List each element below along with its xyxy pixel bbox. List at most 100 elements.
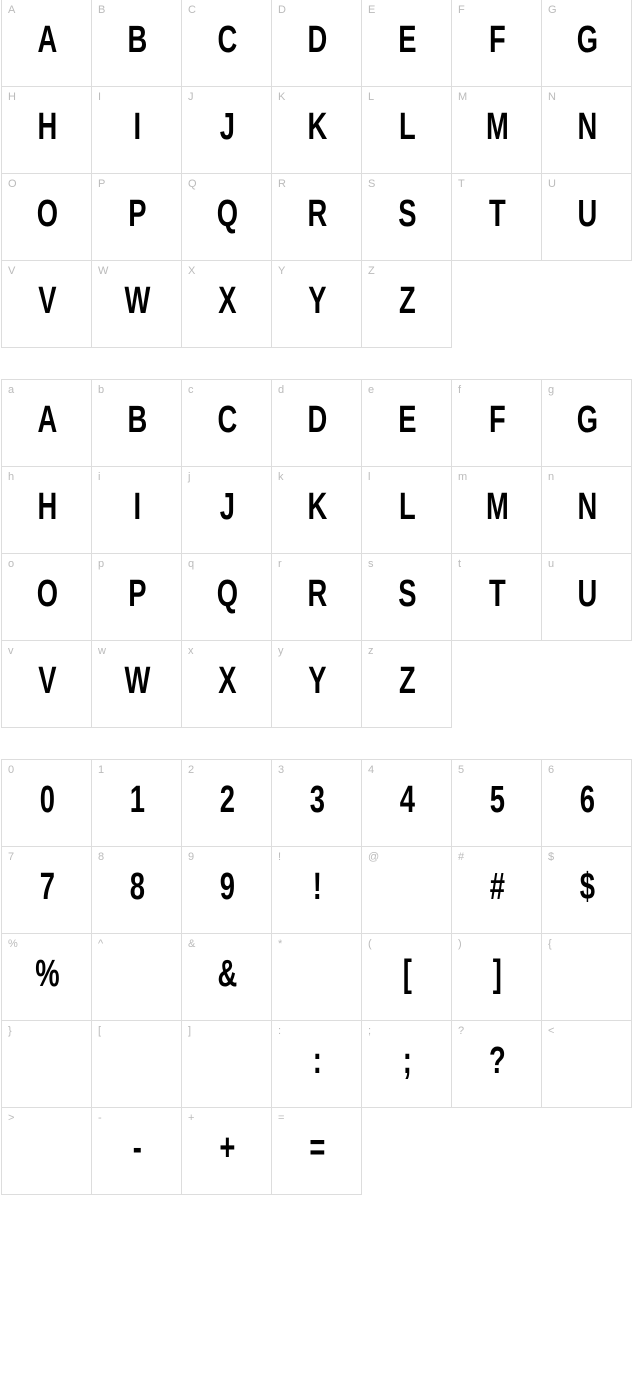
cell-label: O (8, 178, 17, 190)
cell-label: x (188, 645, 194, 657)
glyph-cell: QQ (181, 173, 272, 261)
glyph-cell: nN (541, 466, 632, 554)
cell-glyph: N (577, 106, 596, 149)
cell-label: 1 (98, 764, 104, 776)
cell-glyph: L (399, 486, 415, 529)
cell-label: n (548, 471, 554, 483)
cell-glyph: H (37, 486, 56, 529)
cell-label: D (278, 4, 286, 16)
cell-label: E (368, 4, 375, 16)
cell-glyph: A (37, 399, 56, 442)
cell-glyph: Y (308, 660, 326, 703)
cell-label: > (8, 1112, 14, 1124)
cell-glyph: W (124, 660, 149, 703)
cell-label: t (458, 558, 461, 570)
cell-label: 9 (188, 851, 194, 863)
cell-glyph: = (309, 1127, 324, 1170)
cell-glyph: Z (399, 660, 415, 703)
cell-label: c (188, 384, 194, 396)
glyph-cell: 33 (271, 759, 362, 847)
empty-cell (541, 1107, 632, 1195)
cell-label: V (8, 265, 15, 277)
cell-label: T (458, 178, 465, 190)
glyph-cell: qQ (181, 553, 272, 641)
glyph-cell: %% (1, 933, 92, 1021)
cell-label: o (8, 558, 14, 570)
glyph-cell: jJ (181, 466, 272, 554)
cell-glyph: U (577, 193, 596, 236)
glyph-cell: xX (181, 640, 272, 728)
glyph-cell: 22 (181, 759, 272, 847)
cell-label: d (278, 384, 284, 396)
cell-glyph: 8 (129, 866, 144, 909)
cell-glyph: B (127, 399, 146, 442)
glyph-cell: kK (271, 466, 362, 554)
character-map: AABBCCDDEEFFGGHHIIJJKKLLMMNNOOPPQQRRSSTT… (0, 0, 640, 1195)
glyph-cell: pP (91, 553, 182, 641)
section-uppercase: AABBCCDDEEFFGGHHIIJJKKLLMMNNOOPPQQRRSSTT… (2, 0, 632, 348)
cell-glyph: Q (216, 193, 237, 236)
glyph-cell: [ (91, 1020, 182, 1108)
cell-label: e (368, 384, 374, 396)
cell-label: m (458, 471, 467, 483)
glyph-cell: dD (271, 379, 362, 467)
cell-glyph: ] (492, 953, 500, 996)
cell-glyph: F (489, 19, 505, 62)
cell-glyph: A (37, 19, 56, 62)
cell-glyph: ! (312, 866, 320, 909)
cell-glyph: % (35, 953, 59, 996)
glyph-cell: lL (361, 466, 452, 554)
cell-label: = (278, 1112, 284, 1124)
cell-glyph: G (576, 19, 597, 62)
cell-glyph: & (217, 953, 236, 996)
glyph-cell: ^ (91, 933, 182, 1021)
cell-glyph: 1 (129, 779, 144, 822)
cell-label: a (8, 384, 14, 396)
cell-glyph: D (307, 399, 326, 442)
glyph-cell: zZ (361, 640, 452, 728)
cell-glyph: 3 (309, 779, 324, 822)
cell-glyph: X (218, 280, 236, 323)
cell-label: < (548, 1025, 554, 1037)
glyph-cell: -- (91, 1107, 182, 1195)
empty-cell (541, 260, 632, 348)
cell-label: ] (188, 1025, 191, 1037)
glyph-cell: fF (451, 379, 542, 467)
cell-label: : (278, 1025, 281, 1037)
cell-label: H (8, 91, 16, 103)
glyph-cell: > (1, 1107, 92, 1195)
cell-label: K (278, 91, 285, 103)
cell-glyph: L (399, 106, 415, 149)
cell-label: ^ (98, 938, 103, 950)
cell-label: 2 (188, 764, 194, 776)
cell-label: k (278, 471, 284, 483)
cell-glyph: Q (216, 573, 237, 616)
cell-label: ! (278, 851, 281, 863)
cell-glyph: Y (308, 280, 326, 323)
glyph-cell: iI (91, 466, 182, 554)
glyph-cell: RR (271, 173, 362, 261)
cell-glyph: - (132, 1127, 140, 1170)
cell-glyph: U (577, 573, 596, 616)
cell-glyph: N (577, 486, 596, 529)
cell-label: I (98, 91, 101, 103)
glyph-cell: TT (451, 173, 542, 261)
cell-label: s (368, 558, 374, 570)
glyph-cell: KK (271, 86, 362, 174)
glyph-cell: CC (181, 0, 272, 87)
cell-label: N (548, 91, 556, 103)
cell-label: W (98, 265, 108, 277)
cell-label: q (188, 558, 194, 570)
glyph-cell: ?? (451, 1020, 542, 1108)
glyph-cell: bB (91, 379, 182, 467)
glyph-cell: tT (451, 553, 542, 641)
cell-label: X (188, 265, 195, 277)
glyph-cell: 66 (541, 759, 632, 847)
cell-label: U (548, 178, 556, 190)
cell-label: # (458, 851, 464, 863)
cell-glyph: K (307, 486, 326, 529)
glyph-cell: mM (451, 466, 542, 554)
glyph-cell: OO (1, 173, 92, 261)
glyph-cell: < (541, 1020, 632, 1108)
cell-label: % (8, 938, 18, 950)
